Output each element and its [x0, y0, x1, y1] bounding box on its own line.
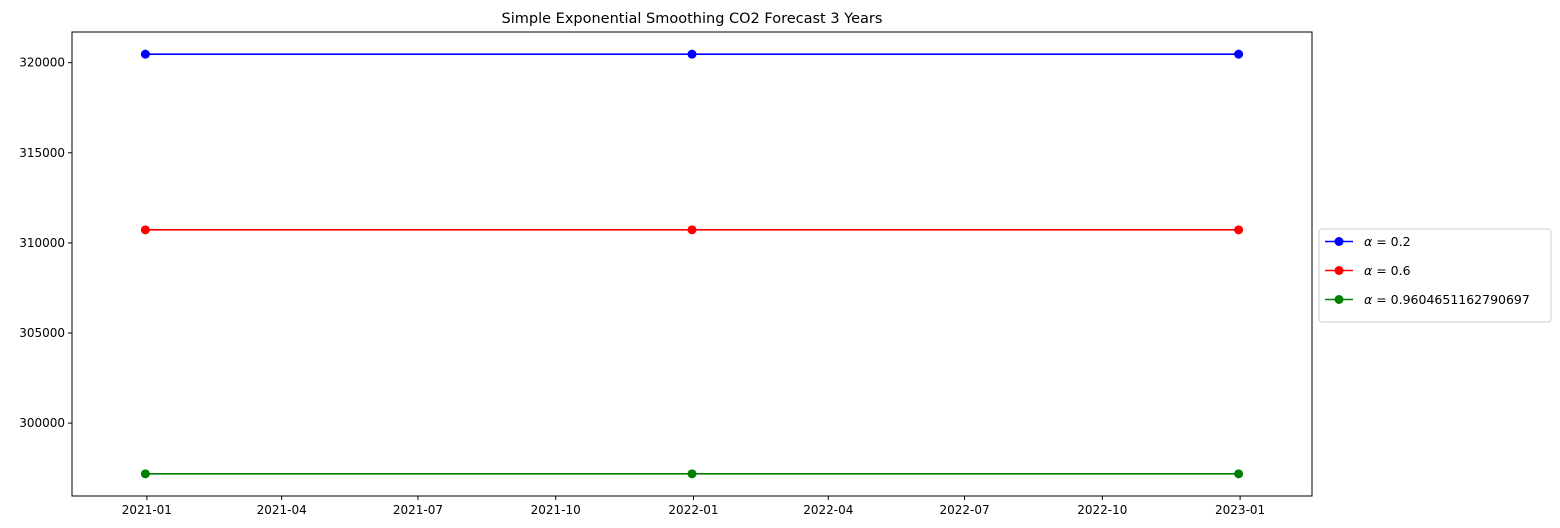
data-point [687, 49, 697, 59]
y-tick-label: 315000 [19, 146, 65, 160]
data-point [687, 225, 697, 235]
legend-alpha-symbol: α [1364, 234, 1373, 249]
x-tick-label: 2021-07 [393, 503, 443, 517]
x-tick-label: 2022-04 [803, 503, 853, 517]
legend-marker [1334, 266, 1344, 275]
legend-marker [1334, 237, 1344, 246]
x-tick-label: 2022-10 [1077, 503, 1127, 517]
x-tick-label: 2021-10 [531, 503, 581, 517]
legend-item: α = 0.2 [1325, 234, 1411, 249]
legend-alpha-symbol: α [1364, 263, 1373, 278]
legend-marker [1334, 295, 1344, 304]
legend-alpha-value: = 0.2 [1372, 234, 1410, 249]
legend-item: α = 0.6 [1325, 263, 1411, 278]
x-tick-label: 2022-01 [668, 503, 718, 517]
data-point [140, 469, 150, 479]
data-point [1234, 469, 1244, 479]
legend-alpha-value: = 0.6 [1372, 263, 1410, 278]
series-2 [140, 225, 1244, 235]
x-tick-label: 2022-07 [939, 503, 989, 517]
data-point [1234, 225, 1244, 235]
y-tick-label: 305000 [19, 326, 65, 340]
x-tick-label: 2023-01 [1215, 503, 1265, 517]
legend-label: α = 0.6 [1364, 263, 1411, 278]
data-point [1234, 49, 1244, 59]
x-tick-label: 2021-01 [122, 503, 172, 517]
data-point [140, 225, 150, 235]
chart-title: Simple Exponential Smoothing CO2 Forecas… [502, 11, 883, 27]
legend: α = 0.2α = 0.6α = 0.9604651162790697 [1318, 228, 1552, 323]
legend-box [1318, 228, 1552, 323]
y-tick-label: 300000 [19, 416, 65, 430]
legend-alpha-symbol: α [1364, 292, 1373, 307]
y-tick-label: 320000 [19, 56, 65, 70]
series-1 [140, 49, 1244, 59]
axes-frame [71, 31, 1313, 497]
series-layer [140, 49, 1244, 479]
legend-alpha-value: = 0.9604651162790697 [1372, 292, 1530, 307]
data-point [140, 49, 150, 59]
y-tick-label: 310000 [19, 236, 65, 250]
y-axis: 300000 305000 310000 315000 320000 [19, 56, 72, 430]
series-3 [140, 469, 1244, 479]
x-axis: 2021-01 2021-04 2021-07 2021-10 2022-01 2022-… [122, 496, 1265, 517]
x-tick-label: 2021-04 [257, 503, 307, 517]
legend-label: α = 0.2 [1364, 234, 1411, 249]
legend-item: α = 0.9604651162790697 [1325, 292, 1530, 307]
data-point [687, 469, 697, 479]
legend-label: α = 0.9604651162790697 [1364, 292, 1530, 307]
